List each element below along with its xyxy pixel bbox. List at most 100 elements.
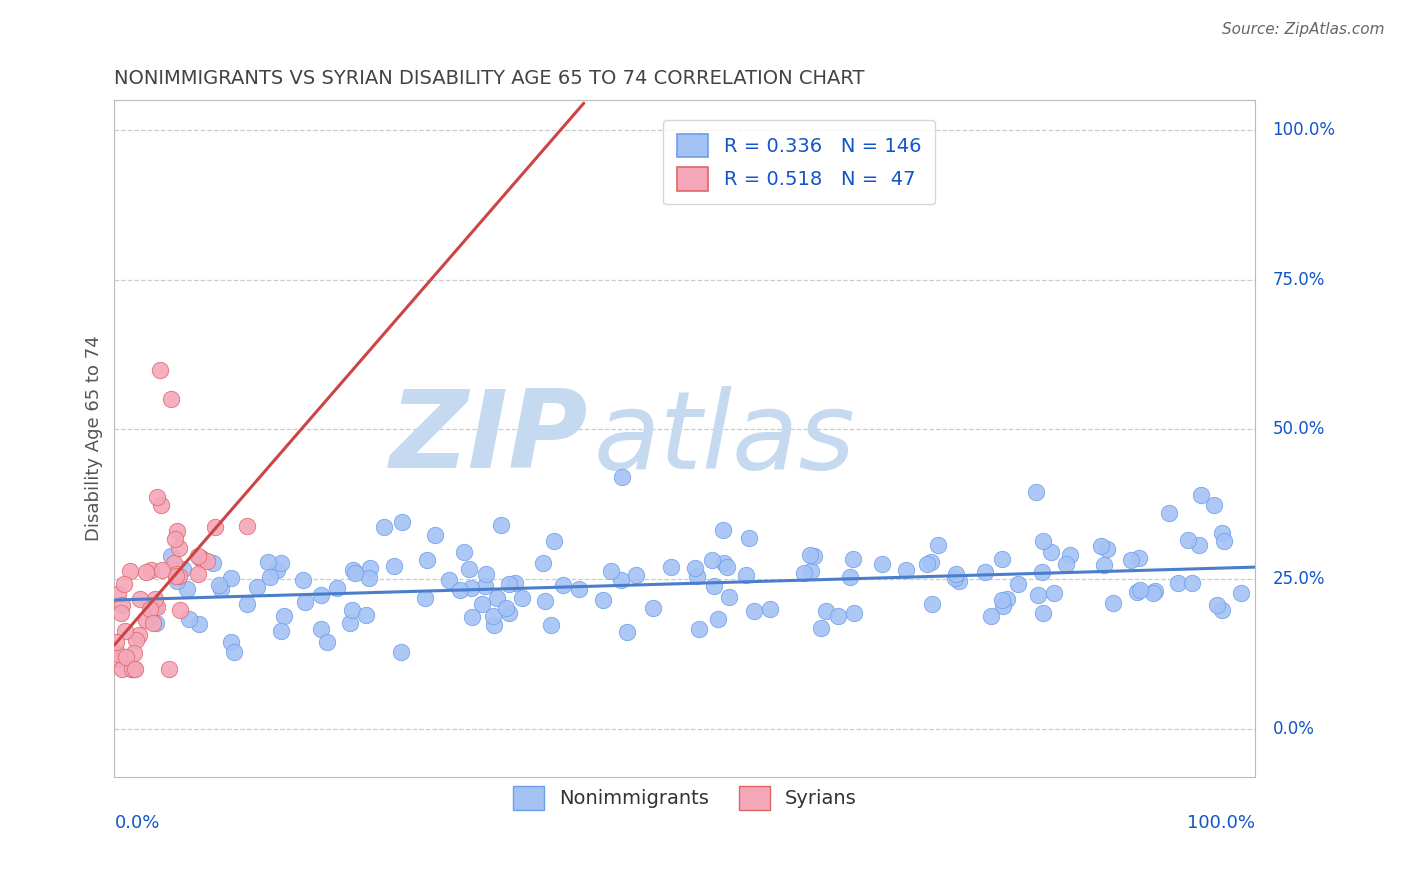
Point: [707, 612, 730, 626]
Text: Source: ZipAtlas.com: Source: ZipAtlas.com: [1222, 22, 1385, 37]
Point: [844, 606, 866, 620]
Point: [107, 587, 129, 601]
Point: [311, 622, 333, 636]
Point: [188, 551, 211, 566]
Point: [121, 662, 143, 676]
Point: [1032, 606, 1054, 620]
Point: [1097, 541, 1119, 556]
Point: [703, 579, 725, 593]
Point: [810, 621, 832, 635]
Point: [540, 618, 562, 632]
Point: [927, 538, 949, 552]
Point: [138, 601, 160, 615]
Point: [1043, 585, 1066, 599]
Point: [373, 519, 395, 533]
Point: [921, 597, 943, 611]
Point: [235, 519, 257, 533]
Point: [995, 591, 1018, 606]
Point: [204, 520, 226, 534]
Point: [107, 647, 129, 661]
Point: [1167, 576, 1189, 591]
Point: [718, 591, 741, 605]
Point: [1026, 588, 1049, 602]
Point: [1025, 485, 1047, 500]
Point: [568, 582, 591, 596]
Point: [742, 604, 765, 618]
Point: [1031, 565, 1053, 579]
Point: [461, 610, 484, 624]
Text: 25.0%: 25.0%: [1272, 570, 1324, 588]
Point: [165, 567, 187, 582]
Point: [167, 568, 190, 582]
Point: [945, 566, 967, 581]
Point: [416, 553, 439, 567]
Point: [294, 595, 316, 609]
Point: [187, 549, 209, 563]
Point: [1054, 558, 1077, 572]
Point: [1211, 603, 1233, 617]
Point: [222, 645, 245, 659]
Point: [166, 574, 188, 589]
Point: [599, 564, 621, 578]
Point: [489, 517, 512, 532]
Point: [160, 549, 183, 564]
Point: [246, 580, 269, 594]
Point: [139, 563, 162, 577]
Point: [534, 594, 557, 608]
Point: [543, 533, 565, 548]
Point: [176, 582, 198, 597]
Point: [292, 574, 315, 588]
Point: [128, 628, 150, 642]
Point: [688, 622, 710, 636]
Point: [814, 604, 837, 618]
Point: [165, 532, 187, 546]
Point: [980, 609, 1002, 624]
Point: [273, 608, 295, 623]
Point: [915, 558, 938, 572]
Point: [993, 599, 1015, 614]
Point: [1125, 585, 1147, 599]
Point: [659, 560, 682, 574]
Point: [1129, 582, 1152, 597]
Point: [179, 612, 201, 626]
Point: [1230, 586, 1253, 600]
Point: [1040, 544, 1063, 558]
Point: [759, 602, 782, 616]
Point: [110, 607, 132, 621]
Point: [991, 592, 1014, 607]
Point: [149, 498, 172, 512]
Point: [1059, 548, 1081, 562]
Point: [142, 616, 165, 631]
Point: [149, 362, 172, 376]
Point: [311, 588, 333, 602]
Point: [384, 559, 406, 574]
Point: [235, 597, 257, 611]
Point: [201, 556, 224, 570]
Point: [187, 567, 209, 582]
Legend: Nonimmigrants, Syrians: Nonimmigrants, Syrians: [505, 779, 865, 818]
Point: [111, 598, 134, 612]
Point: [991, 552, 1014, 566]
Point: [870, 557, 893, 571]
Point: [157, 662, 180, 676]
Point: [1211, 526, 1233, 541]
Point: [208, 578, 231, 592]
Point: [166, 524, 188, 538]
Point: [894, 563, 917, 577]
Point: [219, 571, 242, 585]
Point: [842, 552, 865, 566]
Point: [734, 568, 756, 582]
Point: [800, 564, 823, 578]
Point: [357, 571, 380, 585]
Point: [920, 555, 942, 569]
Point: [610, 573, 633, 587]
Point: [326, 581, 349, 595]
Point: [1189, 488, 1212, 502]
Point: [259, 569, 281, 583]
Point: [460, 581, 482, 595]
Point: [1142, 586, 1164, 600]
Point: [257, 555, 280, 569]
Point: [340, 603, 363, 617]
Point: [115, 650, 138, 665]
Point: [1157, 506, 1180, 520]
